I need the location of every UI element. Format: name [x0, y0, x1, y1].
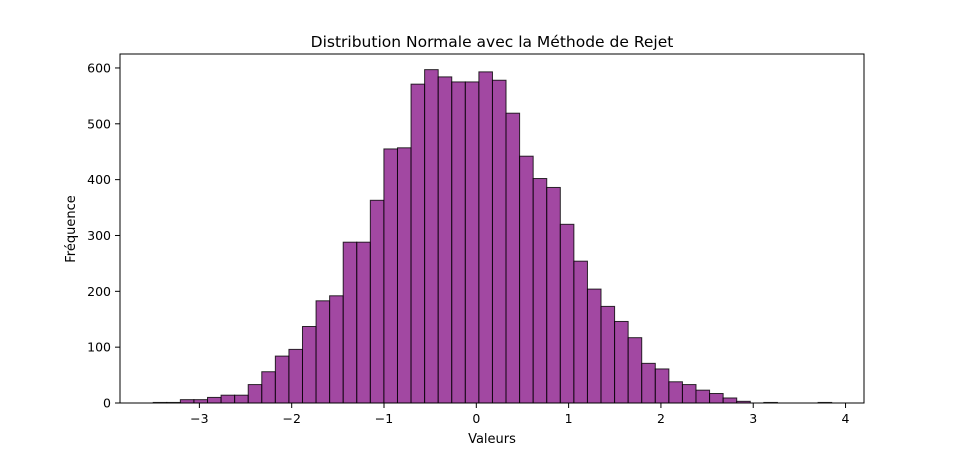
histogram-bar	[301, 326, 317, 404]
histogram-bar	[654, 368, 670, 404]
histogram-bar	[681, 384, 697, 404]
y-tick-label: 200	[87, 284, 111, 299]
plot-frame	[119, 53, 865, 404]
histogram-bar	[519, 155, 534, 404]
y-tick-label: 300	[87, 228, 111, 243]
y-axis-ticks: 0 100 200 300 400 500 600	[87, 60, 120, 411]
histogram-bar	[274, 355, 290, 404]
histogram-bar	[424, 69, 439, 404]
histogram-bar	[546, 186, 561, 404]
x-tick-label: 4	[842, 411, 850, 426]
histogram-bar	[668, 381, 683, 404]
histogram-bar	[627, 337, 643, 404]
x-tick-label: 1	[565, 411, 573, 426]
x-axis-ticks: −3 −2 −1 0 1 2 3 4	[190, 403, 850, 426]
x-tick-label: −1	[375, 411, 393, 426]
histogram-bar	[234, 394, 249, 404]
y-tick-label: 100	[87, 340, 111, 355]
histogram-bar	[329, 295, 344, 404]
x-tick-label: −2	[282, 411, 300, 426]
histogram-bar	[722, 397, 738, 404]
x-tick-label: −3	[190, 411, 208, 426]
histogram-bar	[614, 320, 629, 404]
histogram-bar	[247, 384, 263, 404]
x-tick-label: 3	[749, 411, 757, 426]
histogram-bar	[179, 399, 195, 404]
y-tick-label: 400	[87, 172, 111, 187]
histogram-bar	[369, 199, 385, 404]
bars-group	[152, 69, 833, 404]
chart-title: Distribution Normale avec la Méthode de …	[311, 33, 674, 51]
histogram-bar	[396, 147, 412, 404]
histogram-bar	[451, 81, 466, 404]
histogram-bar	[342, 241, 358, 404]
y-axis-label: Fréquence	[64, 195, 79, 262]
histogram-bar	[532, 178, 548, 404]
y-tick-label: 0	[103, 396, 111, 411]
x-tick-label: 2	[657, 411, 665, 426]
histogram-bar	[573, 260, 588, 404]
histogram-bar	[559, 223, 575, 404]
histogram-bar	[315, 300, 331, 404]
histogram-bar	[491, 79, 507, 404]
histogram-bar	[288, 348, 303, 404]
histogram-bar	[478, 71, 493, 404]
histogram-bar	[356, 241, 371, 404]
histogram-bar	[193, 399, 209, 404]
histogram-bar	[410, 83, 426, 404]
histogram-bar	[464, 81, 480, 404]
histogram-bar	[383, 148, 398, 404]
y-tick-label: 600	[87, 60, 111, 75]
histogram-bar	[709, 393, 724, 404]
histogram-bar	[586, 288, 602, 404]
histogram-bar	[207, 396, 222, 404]
histogram-bar	[220, 394, 236, 404]
x-axis-label: Valeurs	[468, 432, 516, 447]
histogram-bar	[437, 76, 453, 404]
histogram-bar	[600, 305, 616, 404]
y-tick-label: 500	[87, 116, 111, 131]
x-tick-label: 0	[472, 411, 480, 426]
histogram-bar	[695, 389, 711, 404]
histogram-bar	[641, 362, 656, 404]
histogram-bar	[505, 112, 521, 404]
histogram-bar	[261, 371, 276, 404]
